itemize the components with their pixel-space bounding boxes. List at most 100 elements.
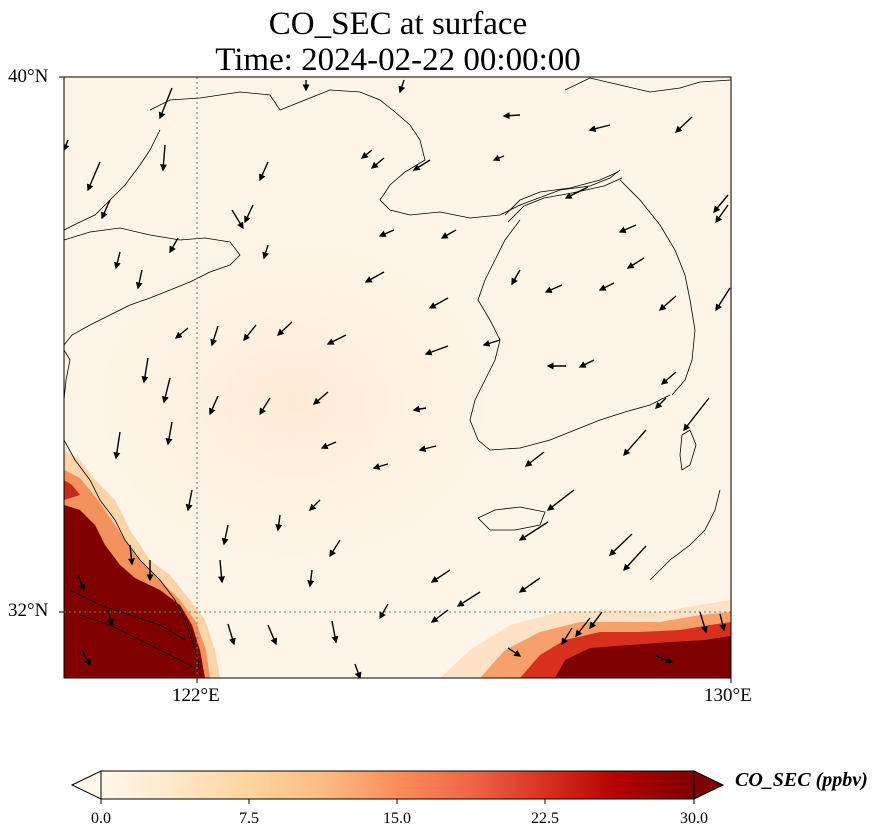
wind-vector-arrow [428,297,449,309]
wind-vector-arrow [370,157,385,169]
wind-vector-arrow [259,161,269,182]
wind-vector-arrow [221,524,229,546]
wind-vector-arrow [218,559,225,584]
wind-vector-arrow [276,321,293,336]
wind-vector-arrow [482,339,501,347]
wind-vector-arrow [623,429,647,457]
wind-vector-arrow [262,244,269,260]
wind-vector-arrow [430,569,451,583]
wind-vector-arrow [492,154,505,162]
axis-ticks [59,76,732,683]
wind-vector-arrow [326,334,347,345]
wind-vector-arrow [588,124,611,133]
wind-vector-arrow [354,663,362,678]
wind-vector-arrow [307,569,315,588]
wind-vector-arrow [561,627,573,646]
wind-vector-arrow [86,161,101,192]
wind-vector-arrow [81,649,91,667]
map-time-subtitle: Time: 2024-02-22 00:00:00 [215,42,581,78]
coast-korea-west [469,219,671,451]
wind-vector-arrow [502,112,521,120]
wind-vector-arrow [424,345,449,356]
map-field [64,77,731,678]
wind-vector-arrow [564,186,589,199]
wind-vector-arrow [113,431,121,460]
wind-vector-arrow [379,603,389,620]
wind-vector-arrow [275,514,283,532]
wind-vector-arrow [113,251,121,270]
colorbar-tick-label: 30.0 [680,810,708,827]
wind-vector-arrow [660,371,677,385]
wind-vector-arrow [456,591,481,607]
wind-vector-arrow [699,611,708,634]
wind-vector-arrow [127,544,135,566]
wind-vector-arrow [227,623,236,646]
wind-vectors [64,79,731,678]
coastlines [64,77,731,678]
wind-vector-arrow [267,624,278,646]
colorbar-label: CO_SEC (ppbv) [735,769,868,791]
wind-vector-arrow [398,79,406,94]
colorbar-gradient [100,770,695,800]
colorbar-tick-label: 15.0 [383,810,411,827]
wind-vector-arrow [158,87,173,120]
wind-vector-arrow [683,397,710,432]
coast-korea-east [619,179,696,396]
wind-vector-arrow [231,209,244,230]
wind-vector-arrow [608,533,633,556]
light-haze [64,170,580,590]
wind-vector-arrow [64,139,70,152]
map-frame [63,76,732,679]
wind-vector-arrow [412,405,427,413]
coast-yangtze [69,589,196,669]
wind-vector-arrow [331,620,339,644]
colorbar-tick-label: 22.5 [531,810,559,827]
wind-vector-arrow [364,271,385,283]
plume-sw-core [64,505,205,678]
wind-vector-arrow [440,229,457,239]
wind-vector-arrow [578,359,595,368]
wind-vector-arrow [185,489,193,512]
wind-vector-arrow [412,159,431,171]
wind-vector-arrow [544,284,563,293]
wind-vector-arrow [165,421,173,446]
wind-vector-arrow [169,237,179,254]
wind-vector-arrow [507,647,522,657]
wind-vector-arrow [655,397,667,409]
coast-jiangsu [64,349,201,678]
colorbar-tick-label: 0.0 [91,810,111,827]
wind-vector-arrow [589,611,603,630]
coast-liaoning [149,89,621,219]
wind-vector-arrow [575,617,591,638]
coast-yalu [504,171,623,223]
wind-vector-arrow [713,194,729,214]
coast-shandong [64,227,241,346]
wind-vector-arrow [161,377,171,404]
wind-vector-arrow [77,574,86,592]
wind-vector-arrow [715,204,729,224]
wind-vector-arrow [655,655,674,664]
wind-vector-arrow [719,613,727,632]
plume-se-core [555,636,731,678]
wind-vector-arrow [107,609,114,627]
coast-bohai [64,129,161,231]
plume-sw-edge [64,480,80,500]
wind-vector-arrow [378,229,395,238]
wind-vector-arrow [658,295,677,311]
lon-label-122E: 122°E [172,685,220,706]
wind-vector-arrow [518,521,549,541]
coast-jeju [477,506,546,531]
wind-vector-arrow [674,116,693,133]
wind-vector-arrow [210,325,219,347]
wind-vector-arrow [244,204,254,224]
wind-vector-arrow [372,463,389,470]
wind-vector-arrow [141,357,149,384]
wind-vector-arrow [309,499,321,511]
wind-vector-arrow [715,287,731,312]
wind-vector-arrow [546,489,575,511]
colorbar [70,770,725,804]
lat-label-40N: 40°N [8,66,49,87]
map-title: CO_SEC at surface [268,6,528,42]
wind-vector-arrow [259,397,271,416]
